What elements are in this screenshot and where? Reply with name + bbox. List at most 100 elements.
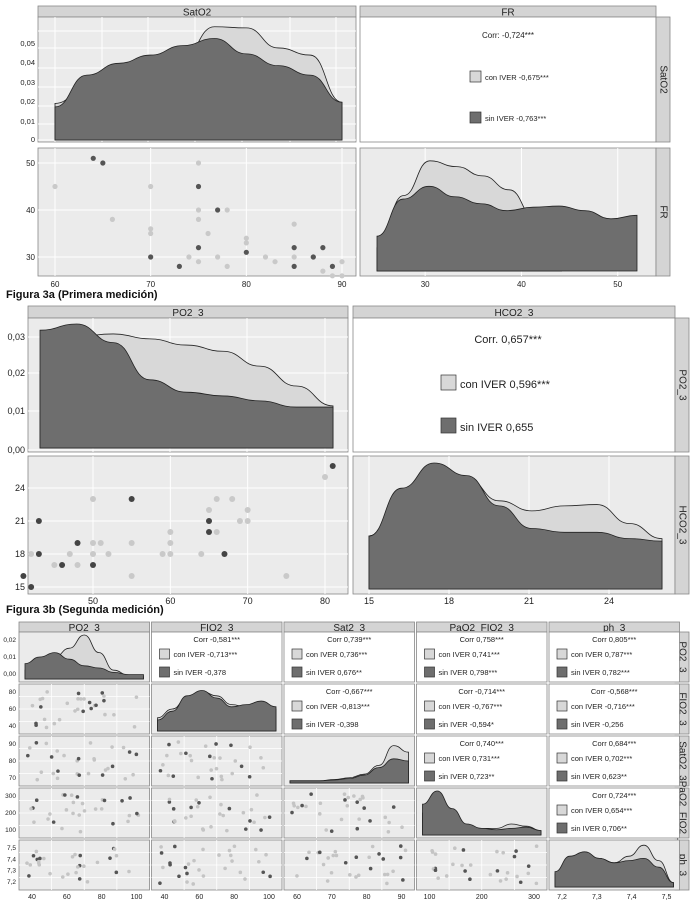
fig3b-point-3-2-1 [318,801,323,806]
fig3a-point-con-16 [262,254,269,260]
fig3b-point-4-3-29 [515,874,519,879]
fig3b-legend-con-0-1-swatch [159,648,170,660]
fig3b-point-4-3-4 [460,863,464,868]
fig3a-density-satO2-sin [54,38,343,141]
fig3b-point-3-2-6 [343,798,347,802]
fig3b-point-4-2-1 [391,869,395,874]
fig3b-point-4-0-17 [73,852,77,857]
fig3b-density-sin-3 [422,790,542,836]
fig3ab-legend-con-swatch [440,374,457,391]
fig3b-point-1-0-21 [34,723,38,727]
fig3ab-point-con-7 [97,540,104,546]
fig3b-point-3-0-23 [71,811,75,816]
fig3b-point-4-2-23 [403,848,408,853]
fig3b-xtick-2-2: 80 [363,894,371,901]
fig3b-legend-con-1-3-swatch [424,700,435,712]
fig3b-point-4-2-9 [381,857,386,861]
fig3b-density-sin-2 [289,758,409,784]
fig3b-point-4-2-24 [343,860,348,865]
fig3b-legend-sin-1-2-label: sin IVER -0,398 [306,720,359,729]
fig3b-xtick-4-3: 7,5 [662,894,672,901]
fig3ab-point-sin-9 [206,529,212,535]
fig3b-point-4-3-14 [504,877,508,881]
fig3b-point-4-0-2 [85,880,90,884]
fig3b-xtick-3-2: 300 [528,894,540,901]
fig3b-point-2-1-19 [219,774,224,779]
fig3b-point-4-1-5 [201,874,206,878]
fig3b-xtick-0-3: 100 [131,894,143,901]
fig3b-point-4-3-25 [498,879,503,883]
fig3b-legend-con-0-2-swatch [291,648,303,660]
fig3b-point-3-2-16 [339,817,344,822]
fig3a-strip-col1-label: SatO2 [183,8,212,19]
fig3b-point-3-1-22 [252,820,256,825]
fig3a-d1-ytick-4: 0,04 [20,58,35,67]
fig3b-legend-con-2-4-label: con IVER 0,702*** [571,754,632,763]
fig3ab-d2-xtick-2: 21 [524,596,534,606]
fig3b-point-4-3-6 [518,880,523,885]
fig3b-point-2-0-5 [110,745,114,749]
fig3ab-density-HCO2-sin [368,462,663,590]
fig3b-point-2-0-26 [44,741,49,746]
fig3b-legend-con-2-3-label: con IVER 0,731*** [439,754,500,763]
fig3b-point-1-0-14 [73,709,77,713]
fig3b-point-4-0-29 [112,847,117,851]
fig3b-ytick-2-1: 80 [9,758,17,765]
fig3b-point-3-0-19 [64,808,69,812]
fig3b-point-2-1-7 [203,744,208,748]
fig3b-point-2-1-27 [247,774,252,779]
fig3b-strip-row-4-label: ph_3 [676,854,687,877]
fig3b-point-4-3-17 [526,871,531,876]
fig3b-legend-sin-0-4-label: sin IVER 0,782*** [571,668,630,677]
fig3ab-d2-xtick-0: 15 [364,596,374,606]
fig3b-point-4-2-12 [398,844,403,848]
fig3b-point-2-0-6 [56,769,60,773]
fig3b-corr-panel-0-4 [548,631,680,683]
fig3b-point-4-0-25 [28,863,33,867]
fig3b-point-3-2-21 [355,826,360,831]
fig3b-point-3-2-26 [358,797,362,802]
fig3b-point-1-0-27 [76,691,81,696]
fig3b-corr-total-1-2: Corr -0,667*** [326,687,373,696]
fig3a-corr-total: Corr: -0,724*** [482,31,534,40]
fig3a-point-sin-8 [291,245,297,251]
fig3a-d1-ytick-5: 0,05 [20,39,35,48]
fig3b-point-4-2-4 [348,873,352,877]
fig3b-point-2-1-8 [212,755,217,760]
fig3ab-xtick-2: 70 [243,596,253,606]
fig3b-point-2-0-19 [92,758,97,762]
fig3b-point-3-0-21 [34,798,39,802]
fig3a-point-con-8 [195,216,202,222]
fig3ab-xtick-0: 50 [88,596,98,606]
fig3b-point-4-1-6 [177,874,181,879]
fig3a-point-sin-0 [90,155,96,161]
fig3ab-point-con-21 [236,518,243,524]
fig3b-point-3-0-5 [126,819,130,824]
fig3b-point-2-0-10 [88,741,93,745]
fig3a-ytick-2: 50 [26,159,35,168]
fig3b-point-2-0-12 [49,755,54,759]
fig3b-point-3-0-18 [120,798,124,803]
fig3b-point-2-1-21 [171,774,176,778]
fig3b-legend-sin-2-4-label: sin IVER 0,623** [571,772,627,781]
fig3a-xtick-3: 90 [338,280,347,289]
fig3ab-point-sin-5 [74,540,81,546]
fig3a-strip-row2-label: FR [657,205,668,218]
fig3b-point-2-1-12 [239,764,244,769]
fig3b-point-3-1-14 [263,815,267,820]
fig3ab-point-con-1 [51,562,58,568]
fig3b-point-3-1-13 [194,798,199,802]
fig3b-point-3-1-18 [267,815,272,819]
fig3ab-strip-row2 [674,455,690,595]
fig3a-legend-sin-label: sin IVER -0,763*** [485,114,546,123]
fig3b-legend-sin-2-3-label: sin IVER 0,723** [439,772,495,781]
fig3b-legend-sin-0-3-swatch [424,666,435,678]
fig3b-point-4-2-20 [385,872,390,877]
fig3b-point-4-1-20 [232,844,237,849]
fig3ab-point-con-6 [90,551,96,557]
fig3b-point-4-1-10 [201,847,205,852]
fig3b-point-3-0-20 [127,813,132,818]
fig3a-point-con-17 [272,259,278,265]
fig3b-corr-total-0-1: Corr -0,581*** [193,635,240,644]
fig3b-point-4-1-11 [217,853,221,857]
